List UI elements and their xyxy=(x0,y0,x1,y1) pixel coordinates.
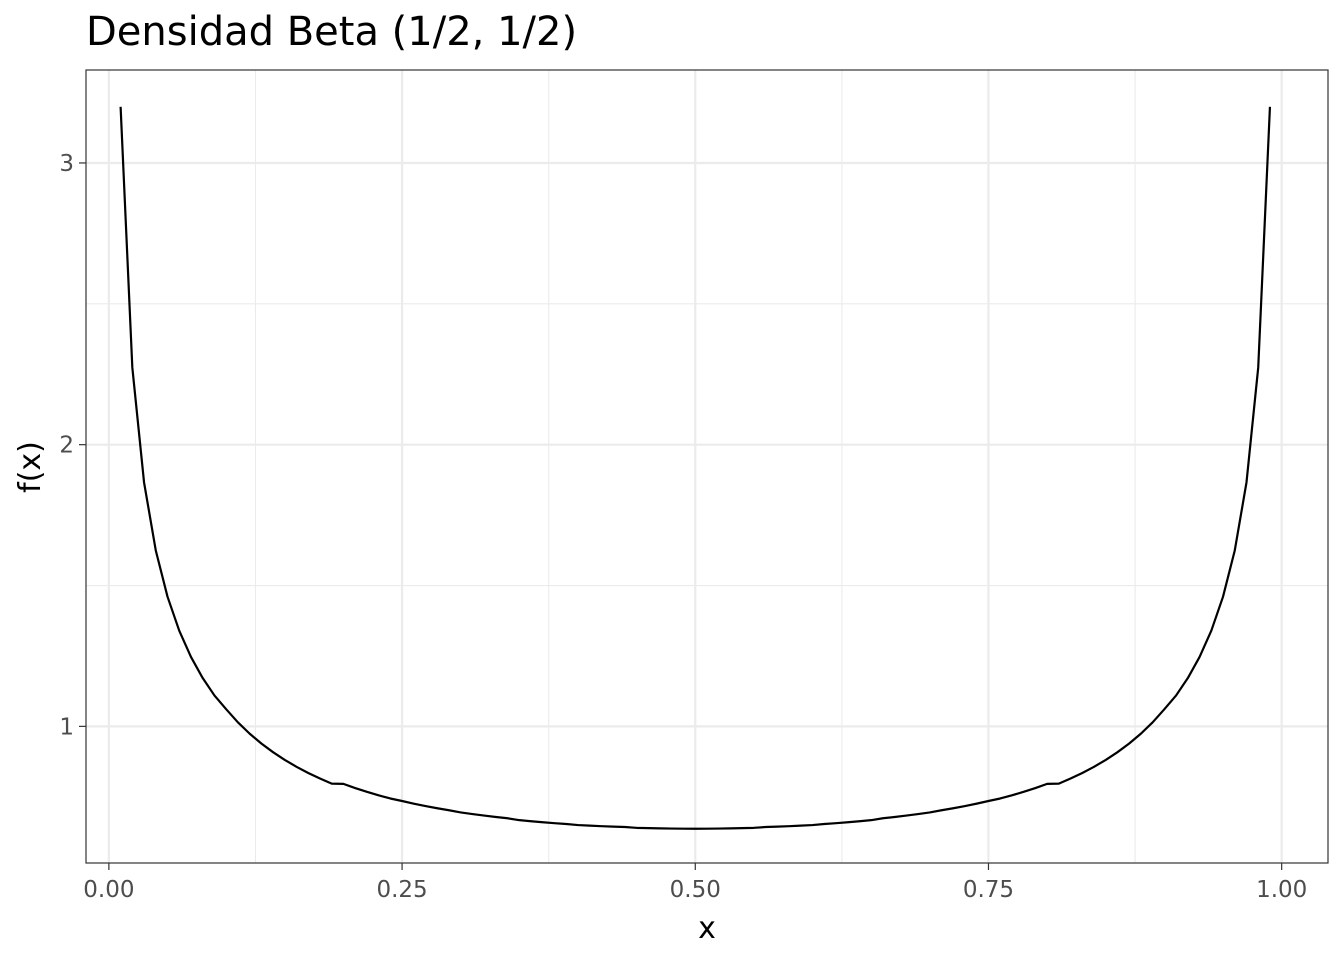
y-tick-label: 1 xyxy=(59,714,74,740)
minor-gridlines xyxy=(86,70,1328,863)
chart-title: Densidad Beta (1/2, 1/2) xyxy=(86,9,577,55)
x-axis-ticks: 0.00 0.25 0.50 0.75 1.00 xyxy=(83,863,1307,903)
x-tick-label: 0.00 xyxy=(83,877,134,903)
y-tick-label: 2 xyxy=(59,433,74,459)
x-tick-label: 0.75 xyxy=(963,877,1014,903)
panel-border xyxy=(85,69,1329,864)
x-tick-label: 0.25 xyxy=(376,877,427,903)
major-gridlines xyxy=(86,70,1328,863)
density-line xyxy=(119,106,1272,830)
y-axis-ticks: 1 2 3 xyxy=(59,151,86,740)
x-axis-title: x xyxy=(698,911,716,946)
plot-panel xyxy=(86,70,1328,863)
y-axis-title: f(x) xyxy=(13,441,48,493)
x-tick-label: 1.00 xyxy=(1256,877,1307,903)
x-tick-label: 0.50 xyxy=(670,877,721,903)
y-tick-label: 3 xyxy=(59,151,74,177)
